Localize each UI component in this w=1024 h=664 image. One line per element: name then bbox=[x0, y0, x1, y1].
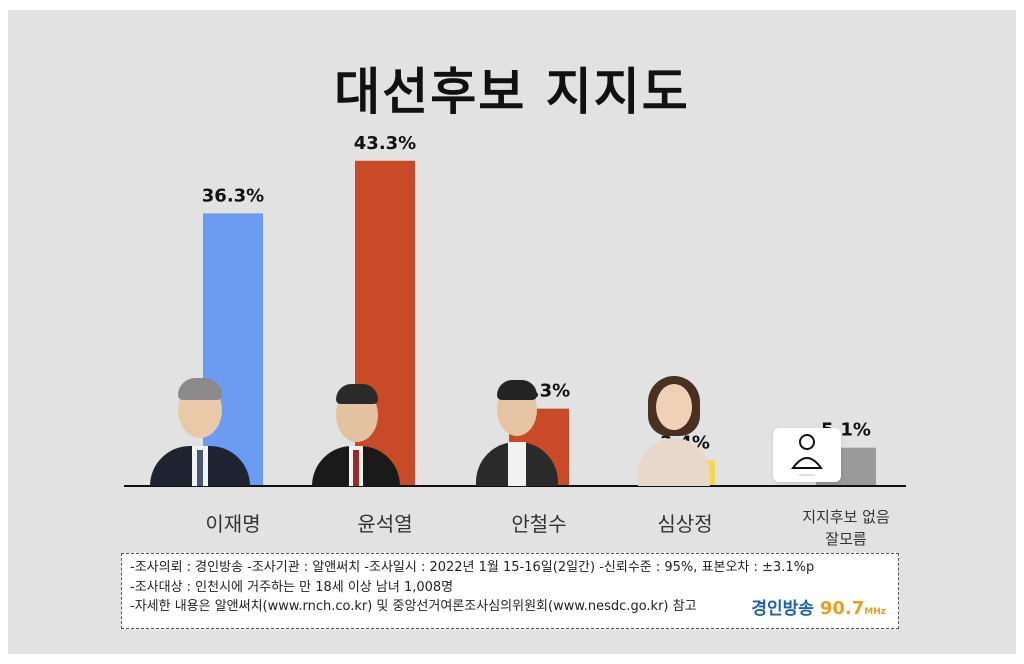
category-label: 잘모름 bbox=[825, 530, 867, 548]
candidate-photo-icon bbox=[638, 376, 710, 486]
category-label: 안철수 bbox=[511, 512, 566, 536]
bar-value-label: 43.3% bbox=[354, 133, 416, 154]
bar bbox=[203, 213, 263, 486]
survey-note-line: -조사의뢰 : 경인방송 -조사기관 : 알앤써치 -조사일시 : 2022년 … bbox=[130, 560, 815, 575]
survey-notes: -조사의뢰 : 경인방송 -조사기관 : 알앤써치 -조사일시 : 2022년 … bbox=[121, 553, 899, 629]
logo-name: 경인방송 bbox=[751, 598, 814, 619]
candidate-photo-icon bbox=[150, 376, 250, 486]
person-outline-icon bbox=[773, 428, 841, 482]
bar-value-label: 36.3% bbox=[202, 185, 264, 206]
broadcaster-logo: 경인방송 90.7MHz bbox=[751, 597, 886, 623]
category-label: 윤석열 bbox=[357, 512, 412, 536]
survey-note-line: -조사대상 : 인천시에 거주하는 만 18세 이상 남녀 1,008명 bbox=[130, 579, 454, 595]
logo-frequency: 90.7 bbox=[819, 597, 865, 619]
survey-note-line: -자세한 내용은 알앤써치(www.rnch.co.kr) 및 중앙선거여론조사… bbox=[130, 599, 697, 614]
category-label: 지지후보 없음 bbox=[802, 508, 890, 526]
candidate-photo-icon bbox=[476, 378, 558, 486]
category-label: 이재명 bbox=[205, 512, 260, 536]
category-label: 심상정 bbox=[657, 512, 712, 536]
chart-background bbox=[8, 10, 1016, 654]
chart-title: 대선후보 지지도 bbox=[334, 63, 690, 121]
logo-unit: MHz bbox=[864, 606, 886, 617]
candidate-photo-icon bbox=[312, 382, 400, 486]
